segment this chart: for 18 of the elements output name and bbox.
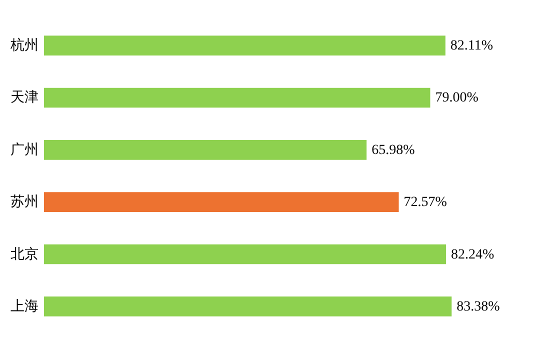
bar	[44, 88, 430, 108]
data-label: 65.98%	[372, 142, 416, 158]
bar	[44, 296, 452, 316]
y-tick-label: 广州	[10, 142, 38, 158]
y-tick-label: 天津	[10, 90, 38, 106]
data-label: 72.57%	[404, 195, 448, 210]
data-label: 82.11%	[450, 38, 494, 54]
y-tick-label: 北京	[10, 246, 38, 262]
bar	[44, 140, 367, 160]
bar	[44, 36, 446, 56]
data-label: 82.24%	[451, 247, 495, 262]
y-tick-label: 苏州	[10, 194, 38, 210]
y-tick-label: 杭州	[10, 38, 38, 54]
data-label: 83.38%	[456, 299, 500, 314]
y-tick-label: 上海	[10, 298, 38, 314]
data-label: 79.00%	[435, 90, 479, 106]
bar	[44, 192, 399, 212]
bar	[44, 244, 446, 264]
